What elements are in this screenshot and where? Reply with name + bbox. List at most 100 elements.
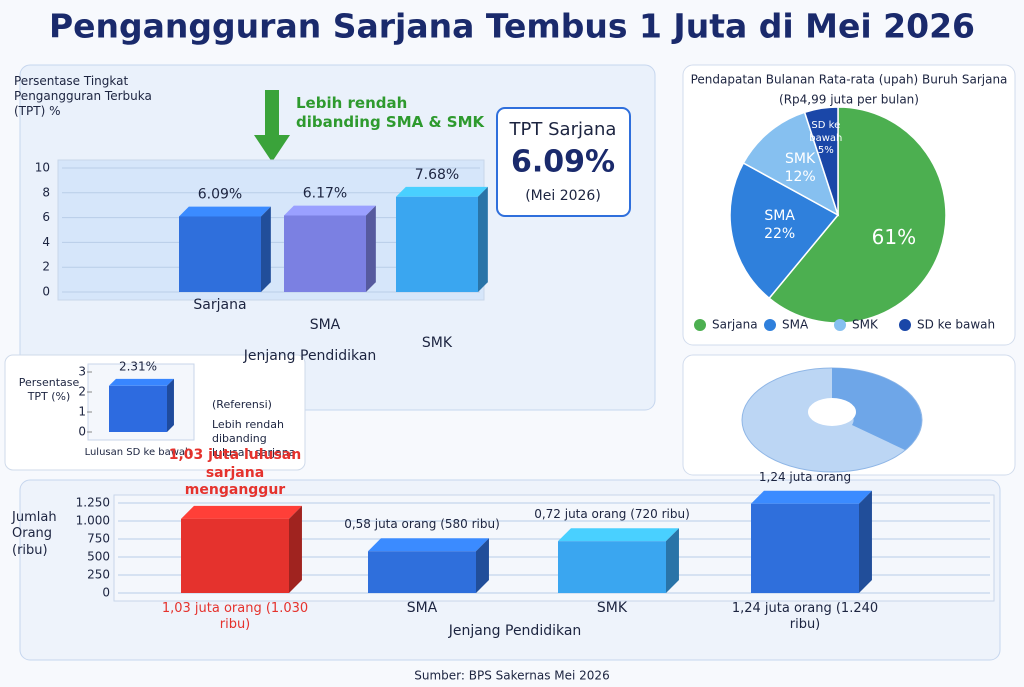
slice-category: SD ke bawah [809,120,843,144]
slice-value: 61% [871,225,917,250]
bar [109,385,167,432]
y-tick-label: 0 [42,285,50,299]
bar-top [396,186,488,197]
annotation: Lebih rendah dibanding SMA & SMK [296,94,485,131]
decorative-hole [808,398,856,426]
legend-label: Sarjana [712,318,758,332]
bar [368,551,476,593]
y-tick-label: 1.250 [76,496,110,510]
value-label-bottom: 1,03 juta orang (1.030 ribu) [161,601,309,633]
bar [396,196,478,292]
bar [558,541,666,593]
legend-swatch [834,319,846,331]
value-label: 2.31% [119,359,157,373]
bar-side [859,490,872,593]
legend-swatch [694,319,706,331]
legend-label: SMA [782,318,809,332]
x-tick-label: SMK [422,335,453,351]
annotation-arrow [254,90,290,162]
x-tick-label: Sarjana [193,297,246,313]
bar [179,216,261,292]
value-label: 1,03 juta lulusan sarjana menganggur [168,447,302,499]
bar-side [476,538,489,593]
legend-swatch [899,319,911,331]
value-label: 6.09% [198,187,242,203]
bar-side [666,528,679,593]
bar-top [558,528,679,542]
bar [181,518,289,593]
callout-title: TPT Sarjana [509,119,617,140]
bar-side [366,205,376,292]
slice-value: 12% [784,168,816,185]
y-axis-label: Jumlah Orang (ribu) [12,510,57,558]
x-tick-label: SMK [597,600,628,616]
legend-label: SD ke bawah [917,318,995,332]
x-tick-label: Lulusan SD ke bawah [85,447,192,458]
value-label: 0,72 juta orang (720 ribu) [534,507,690,522]
y-axis-label: Persentase TPT (%) [18,376,80,403]
value-label: 1,24 juta orang [758,469,852,484]
slice-label: SD ke bawah 5% [796,120,856,158]
bar-top [751,490,872,504]
pie-title: Pendapatan Bulanan Rata-rata (upah) Buru… [691,73,1008,87]
y-tick-label: 0 [78,425,86,439]
bar [751,503,859,593]
slice-label: SMA 22% [750,208,810,243]
pie-slice [742,111,840,217]
callout-box [496,107,631,217]
bar-top [179,206,271,217]
slice-label: 61% [864,225,924,250]
y-tick-label: 250 [87,568,110,582]
x-tick-label: SMA [407,600,438,616]
y-tick-label: 2 [78,385,86,399]
x-axis-label: Jenjang Pendidikan [243,348,377,364]
annotation: Lebih rendah dibanding lulusan sarjana [212,418,296,459]
y-tick-label: 6 [42,210,50,224]
bar-side [167,378,174,432]
slice-category: SMA [764,208,795,225]
bar-top [284,205,376,216]
bar-side [289,505,302,593]
y-tick-label: 1 [78,405,86,419]
slice-category: SMK [785,151,816,168]
callout-note: (Mei 2026) [525,188,601,204]
y-tick-label: 0 [102,586,110,600]
pie-slice [729,161,840,300]
bar-side [478,186,488,292]
pie-slice [768,106,947,324]
y-axis-label: Persentase Tingkat Pengangguran Terbuka … [14,74,152,118]
pie-slice [803,106,839,216]
value-label-bottom: 1,24 juta orang (1.240 ribu) [731,601,879,633]
bar-side [261,206,271,292]
bar [284,215,366,292]
legend-label: SMK [852,318,879,332]
value-label: 7.68% [415,167,459,183]
slice-value: 5% [817,145,834,157]
y-tick-label: 750 [87,532,110,546]
bar-top [368,538,489,552]
bar-top [181,505,302,519]
y-tick-label: 3 [78,365,86,379]
y-tick-label: 2 [42,260,50,274]
page-title: Pengangguran Sarjana Tembus 1 Juta di Me… [49,7,975,46]
y-tick-label: 10 [35,161,50,175]
callout-value: 6.09% [511,145,615,180]
y-tick-label: 500 [87,550,110,564]
y-tick-label: 4 [42,235,50,249]
slice-label: SMK 12% [770,151,830,186]
annotation: (Referensi) [212,398,272,411]
source: Sumber: BPS Sakernas Mei 2026 [414,669,609,683]
value-label: 6.17% [303,186,347,202]
x-axis-label: Jenjang Pendidikan [448,623,582,639]
decorative-slice [832,368,922,450]
value-label: 0,58 juta orang (580 ribu) [344,517,500,532]
y-tick-label: 8 [42,185,50,199]
legend-swatch [764,319,776,331]
slice-value: 22% [764,225,796,242]
pie-subtitle: (Rp4,99 juta per bulan) [779,93,919,107]
x-tick-label: SMA [310,317,341,333]
y-tick-label: 1.000 [76,514,110,528]
bar-top [109,378,174,386]
